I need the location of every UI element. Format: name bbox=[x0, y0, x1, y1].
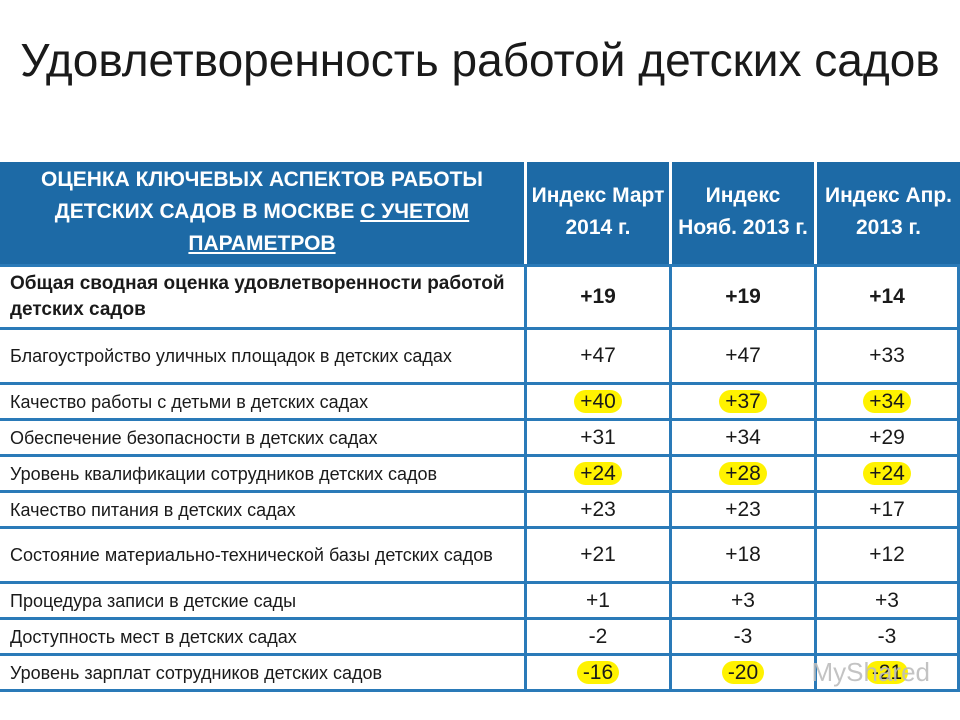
highlighted-value: -21 bbox=[865, 660, 909, 684]
row-value: +33 bbox=[869, 344, 905, 367]
row-value-cell: +18 bbox=[672, 529, 817, 584]
row-value-cell: +3 bbox=[672, 584, 817, 620]
table-row: Уровень зарплат сотрудников детских садо… bbox=[0, 656, 960, 692]
row-value-cell: -21 bbox=[817, 656, 960, 692]
row-value: -3 bbox=[733, 624, 753, 648]
row-value-cell: -20 bbox=[672, 656, 817, 692]
row-value: +21 bbox=[580, 543, 616, 566]
row-label: Состояние материально-технической базы д… bbox=[0, 529, 527, 584]
row-value-cell: +21 bbox=[527, 529, 672, 584]
row-value-cell: +29 bbox=[817, 421, 960, 457]
row-value: +23 bbox=[725, 497, 761, 521]
row-value: +47 bbox=[580, 344, 616, 367]
row-value: +17 bbox=[869, 497, 905, 521]
row-label: Уровень квалификации сотрудников детских… bbox=[0, 457, 527, 493]
table-header-row: ОЦЕНКА КЛЮЧЕВЫХ АСПЕКТОВ РАБОТЫ ДЕТСКИХ … bbox=[0, 162, 960, 264]
row-value-cell: +17 bbox=[817, 493, 960, 529]
highlighted-value: +24 bbox=[574, 461, 622, 485]
row-label: Благоустройство уличных площадок в детск… bbox=[0, 330, 527, 385]
watermark: MyShared bbox=[811, 657, 931, 687]
table-row: Качество питания в детских садах +23 +23 +1… bbox=[0, 493, 960, 529]
row-value-cell: +33 bbox=[817, 330, 960, 385]
row-value-cell: +34 bbox=[672, 421, 817, 457]
row-value: +31 bbox=[580, 425, 616, 449]
row-value-cell: -3 bbox=[817, 620, 960, 656]
row-value: +29 bbox=[869, 425, 905, 449]
row-value: -3 bbox=[877, 624, 897, 648]
row-value: +1 bbox=[586, 588, 610, 612]
header-col-apr-2013: Индекс Апр. 2013 г. bbox=[817, 162, 960, 264]
table-row: Процедура записи в детские сады +1 +3 +3 bbox=[0, 584, 960, 620]
row-value: +19 bbox=[580, 285, 616, 308]
row-value: +14 bbox=[869, 285, 905, 308]
row-label: Обеспечение безопасности в детских садах bbox=[0, 421, 527, 457]
table-row: Общая сводная оценка удовлетворенности р… bbox=[0, 264, 960, 330]
row-value: +12 bbox=[869, 543, 905, 566]
row-value-cell: +1 bbox=[527, 584, 672, 620]
highlighted-value: +37 bbox=[719, 389, 767, 413]
table-row: Уровень квалификации сотрудников детских… bbox=[0, 457, 960, 493]
table-row: Благоустройство уличных площадок в детск… bbox=[0, 330, 960, 385]
row-value: +23 bbox=[580, 497, 616, 521]
row-value: +3 bbox=[731, 588, 755, 612]
row-value-cell: +23 bbox=[527, 493, 672, 529]
row-value-cell: +12 bbox=[817, 529, 960, 584]
row-value-cell: +40 bbox=[527, 385, 672, 421]
highlighted-value: +28 bbox=[719, 461, 767, 485]
highlighted-value: -16 bbox=[576, 660, 620, 684]
table-row: Состояние материально-технической базы д… bbox=[0, 529, 960, 584]
row-value-cell: +19 bbox=[527, 264, 672, 330]
row-label: Качество работы с детьми в детских садах bbox=[0, 385, 527, 421]
header-col-nov-2013: Индекс Нояб. 2013 г. bbox=[672, 162, 817, 264]
row-label: Общая сводная оценка удовлетворенности р… bbox=[0, 264, 527, 330]
row-label: Процедура записи в детские сады bbox=[0, 584, 527, 620]
header-aspect-underlined: С УЧЕТОМ ПАРАМЕТРОВ bbox=[188, 200, 470, 255]
header-aspect: ОЦЕНКА КЛЮЧЕВЫХ АСПЕКТОВ РАБОТЫ ДЕТСКИХ … bbox=[0, 162, 527, 264]
row-value-cell: +24 bbox=[817, 457, 960, 493]
row-value-cell: +37 bbox=[672, 385, 817, 421]
highlighted-value: +40 bbox=[574, 389, 622, 413]
row-value-cell: +47 bbox=[672, 330, 817, 385]
header-aspect-line1: ОЦЕНКА КЛЮЧЕВЫХ АСПЕКТОВ РАБОТЫ bbox=[41, 168, 483, 191]
table-row: Обеспечение безопасности в детских садах… bbox=[0, 421, 960, 457]
row-value-cell: +24 bbox=[527, 457, 672, 493]
row-value-cell: +31 bbox=[527, 421, 672, 457]
row-value-cell: +23 bbox=[672, 493, 817, 529]
row-value-cell: -3 bbox=[672, 620, 817, 656]
row-value: +47 bbox=[725, 344, 761, 367]
row-label: Уровень зарплат сотрудников детских садо… bbox=[0, 656, 527, 692]
table-row: Качество работы с детьми в детских садах… bbox=[0, 385, 960, 421]
row-value: -2 bbox=[588, 624, 608, 648]
header-aspect-line2: ДЕТСКИХ САДОВ В МОСКВЕ bbox=[54, 200, 355, 223]
row-value: +34 bbox=[725, 425, 761, 449]
row-label: Качество питания в детских садах bbox=[0, 493, 527, 529]
row-value-cell: -16 bbox=[527, 656, 672, 692]
table-row: Доступность мест в детских садах -2 -3 -3 bbox=[0, 620, 960, 656]
highlighted-value: -20 bbox=[721, 660, 765, 684]
page-title: Удовлетворенность работой детских садов bbox=[20, 34, 940, 86]
row-value-cell: +14 bbox=[817, 264, 960, 330]
row-value-cell: +3 bbox=[817, 584, 960, 620]
highlighted-value: +34 bbox=[863, 389, 911, 413]
satisfaction-table: ОЦЕНКА КЛЮЧЕВЫХ АСПЕКТОВ РАБОТЫ ДЕТСКИХ … bbox=[0, 162, 960, 692]
row-value: +18 bbox=[725, 543, 761, 566]
row-value-cell: +34 bbox=[817, 385, 960, 421]
row-value: +3 bbox=[875, 588, 899, 612]
row-label: Доступность мест в детских садах bbox=[0, 620, 527, 656]
header-col-march-2014: Индекс Март 2014 г. bbox=[527, 162, 672, 264]
highlighted-value: +24 bbox=[863, 461, 911, 485]
row-value: +19 bbox=[725, 285, 761, 308]
row-value-cell: +28 bbox=[672, 457, 817, 493]
row-value-cell: +19 bbox=[672, 264, 817, 330]
row-value-cell: -2 bbox=[527, 620, 672, 656]
row-value-cell: +47 bbox=[527, 330, 672, 385]
